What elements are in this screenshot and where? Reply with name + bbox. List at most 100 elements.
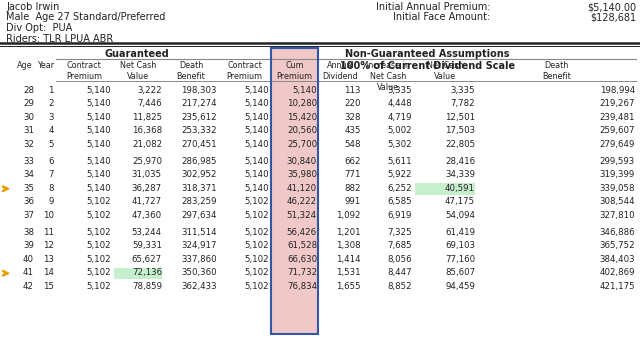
Text: 327,810: 327,810 [600,211,635,220]
Text: 38: 38 [23,228,34,237]
Text: 28,416: 28,416 [445,157,475,166]
Text: Non-Guaranteed Assumptions
100% of Current Dividend Scale: Non-Guaranteed Assumptions 100% of Curre… [340,49,515,71]
Text: 5,140: 5,140 [244,126,269,135]
Text: 30,840: 30,840 [287,157,317,166]
Text: 61,528: 61,528 [287,241,317,250]
Text: Year: Year [37,61,54,70]
Text: 6,919: 6,919 [388,211,412,220]
Text: 5,140: 5,140 [86,126,111,135]
Text: 6,252: 6,252 [387,184,412,193]
Text: 21,082: 21,082 [132,140,162,149]
Text: 6: 6 [49,157,54,166]
Text: 41: 41 [23,268,34,277]
Text: 51,324: 51,324 [287,211,317,220]
Text: 5,140: 5,140 [86,157,111,166]
Text: 36: 36 [23,197,34,206]
Text: 31,035: 31,035 [132,170,162,179]
Text: 339,058: 339,058 [600,184,635,193]
Text: 29: 29 [23,99,34,108]
Text: 32: 32 [23,140,34,149]
Text: Death
Benefit: Death Benefit [542,61,571,81]
Text: 5,140: 5,140 [86,113,111,122]
Text: 5,102: 5,102 [86,255,111,264]
Text: 5,140: 5,140 [86,140,111,149]
Bar [271,48,318,334]
Text: 5: 5 [49,140,54,149]
Text: 15: 15 [43,282,54,291]
Text: 12: 12 [43,241,54,250]
Text: 39: 39 [23,241,34,250]
Text: 5,102: 5,102 [244,241,269,250]
Text: 1,201: 1,201 [337,228,361,237]
Text: 362,433: 362,433 [181,282,217,291]
Text: 4,448: 4,448 [387,99,412,108]
Text: 66,630: 66,630 [287,255,317,264]
Text: 34,339: 34,339 [445,170,475,179]
Text: 10,280: 10,280 [287,99,317,108]
Text: Guaranteed: Guaranteed [104,49,170,59]
Text: 8,056: 8,056 [387,255,412,264]
Text: 5,102: 5,102 [86,228,111,237]
Text: 5,140: 5,140 [244,113,269,122]
Text: 259,607: 259,607 [600,126,635,135]
Text: 328: 328 [344,113,361,122]
Text: 30: 30 [23,113,34,122]
Text: 239,481: 239,481 [600,113,635,122]
Text: 217,274: 217,274 [181,99,217,108]
Text: Net Cash
Value: Net Cash Value [120,61,156,81]
Text: Death
Benefit: Death Benefit [177,61,205,81]
Text: 37: 37 [23,211,34,220]
Text: 337,860: 337,860 [181,255,217,264]
Bar [271,48,318,334]
Text: Initial Face Amount:: Initial Face Amount: [393,13,490,23]
Text: 56,426: 56,426 [287,228,317,237]
Text: 220: 220 [344,99,361,108]
Text: 2: 2 [49,99,54,108]
Text: 5,140: 5,140 [244,86,269,95]
Text: 5,140: 5,140 [244,184,269,193]
Text: 4,719: 4,719 [387,113,412,122]
Text: 41,727: 41,727 [132,197,162,206]
Text: 65,627: 65,627 [132,255,162,264]
Text: 5,302: 5,302 [387,140,412,149]
Text: 41,120: 41,120 [287,184,317,193]
Text: 40,591: 40,591 [445,184,475,193]
Text: 76,834: 76,834 [287,282,317,291]
Text: 286,985: 286,985 [182,157,217,166]
Text: 5,140: 5,140 [244,170,269,179]
Text: 8: 8 [49,184,54,193]
Text: 350,360: 350,360 [181,268,217,277]
Text: 346,886: 346,886 [600,228,635,237]
Text: 7,685: 7,685 [387,241,412,250]
Text: 5,102: 5,102 [86,197,111,206]
Text: 1,414: 1,414 [337,255,361,264]
Text: 5,140: 5,140 [244,140,269,149]
Text: 324,917: 324,917 [182,241,217,250]
Text: 235,612: 235,612 [181,113,217,122]
Text: 61,419: 61,419 [445,228,475,237]
Text: 5,102: 5,102 [244,228,269,237]
Text: Annual
Dividend: Annual Dividend [323,61,358,81]
Text: 384,403: 384,403 [600,255,635,264]
Text: 16,368: 16,368 [132,126,162,135]
Text: Contract
Premium: Contract Premium [227,61,262,81]
Text: 5,102: 5,102 [244,268,269,277]
Text: 77,160: 77,160 [445,255,475,264]
Text: 10: 10 [43,211,54,220]
Text: 270,451: 270,451 [181,140,217,149]
Text: 35: 35 [23,184,34,193]
Text: 421,175: 421,175 [600,282,635,291]
Text: 72,136: 72,136 [132,268,162,277]
Text: 882: 882 [344,184,361,193]
Text: 17,503: 17,503 [445,126,475,135]
Text: Riders: TLR LPUA ABR: Riders: TLR LPUA ABR [6,33,113,44]
Text: $128,681: $128,681 [590,13,636,23]
Text: 5,611: 5,611 [387,157,412,166]
Text: 5,922: 5,922 [387,170,412,179]
Text: 219,267: 219,267 [600,99,635,108]
Text: 53,244: 53,244 [132,228,162,237]
Text: 46,222: 46,222 [287,197,317,206]
Text: 5,140: 5,140 [86,99,111,108]
Text: 198,303: 198,303 [182,86,217,95]
Text: Male  Age 27 Standard/Preferred: Male Age 27 Standard/Preferred [6,13,165,23]
